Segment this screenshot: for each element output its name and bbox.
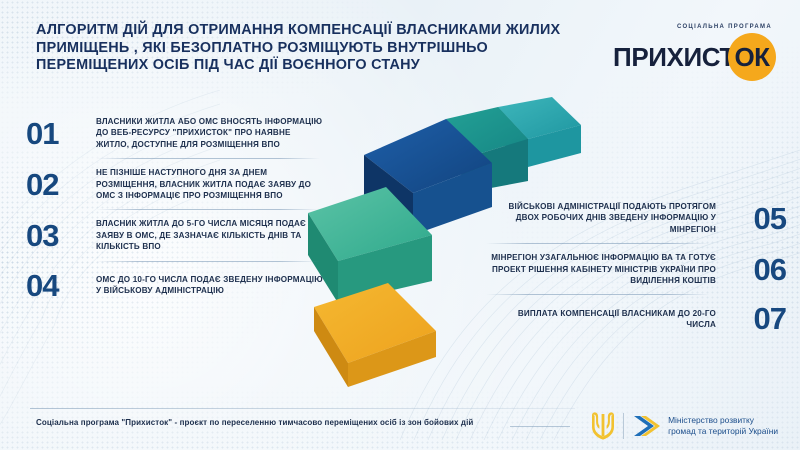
step-item-07: 07 ВИПЛАТА КОМПЕНСАЦІЇ ВЛАСНИКАМ ДО 20-Г… [486,297,787,340]
step-number-06: 06 [753,251,787,287]
chevron-arrow-icon [634,416,661,436]
step-item-03: 03 ВЛАСНИК ЖИТЛА ДО 5-ГО ЧИСЛА МІСЯЦЯ ПО… [26,212,326,258]
step-divider-2 [96,209,320,211]
step-item-02: 02 НЕ ПІЗНІШЕ НАСТУПНОГО ДНЯ ЗА ДНЕМ РОЗ… [26,161,326,207]
logo-badge-circle: ОК [728,33,776,81]
staircase-graphic [308,97,581,387]
step-text-07: ВИПЛАТА КОМПЕНСАЦІЇ ВЛАСНИКАМ ДО 20-ГО Ч… [517,308,716,329]
footer-divider-right [510,426,570,427]
ministry-name: Міністерство розвитку громад та територі… [668,415,778,437]
logo-wordmark: ПРИХИСТ [613,42,735,72]
stair-step-2 [308,187,432,303]
step-number-04: 04 [26,267,59,303]
ukraine-trident-icon [592,412,615,440]
header: АЛГОРИТМ ДІЙ ДЛЯ ОТРИМАННЯ КОМПЕНСАЦІЇ В… [0,0,800,100]
prykhystok-logo: СОЦІАЛЬНА ПРОГРАМА ПРИХИСТ ОК [600,24,776,81]
footer: Соціальна програма "Прихисток" - проєкт … [0,404,800,450]
step-number-05: 05 [753,200,787,236]
steps-column-left: 01 ВЛАСНИКИ ЖИТЛА АБО ОМС ВНОСЯТЬ ІНФОРМ… [26,110,326,307]
ministry-logo: Міністерство розвитку громад та територі… [590,411,778,441]
footer-divider [30,408,575,409]
page-title: АЛГОРИТМ ДІЙ ДЛЯ ОТРИМАННЯ КОМПЕНСАЦІЇ В… [36,22,561,74]
step-number-03: 03 [26,218,59,254]
logo-badge-text: ОК [734,42,771,72]
step-number-07: 07 [753,301,787,337]
step-number-02: 02 [26,166,59,202]
step-divider-1 [96,158,320,160]
step-text-01: ВЛАСНИКИ ЖИТЛА АБО ОМС ВНОСЯТЬ ІНФОРМАЦІ… [96,117,323,149]
step-text-05: ВІЙСЬКОВІ АДМІНІСТРАЦІЇ ПОДАЮТЬ ПРОТЯГОМ… [508,202,716,234]
step-divider-5 [486,243,710,245]
step-item-06: 06 МІНРЕГІОН УЗАГАЛЬНЮЄ ІНФОРМАЦІЮ ВА ТА… [486,246,787,292]
step-number-01: 01 [26,115,59,151]
step-text-06: МІНРЕГІОН УЗАГАЛЬНЮЄ ІНФОРМАЦІЮ ВА ТА ГО… [491,253,716,286]
step-item-05: 05 ВІЙСЬКОВІ АДМІНІСТРАЦІЇ ПОДАЮТЬ ПРОТЯ… [486,195,787,241]
step-divider-3 [96,260,320,262]
logo-kicker: СОЦІАЛЬНА ПРОГРАМА [676,24,772,30]
ministry-name-line1: Міністерство розвитку [668,415,754,425]
step-text-04: ОМС ДО 10-ГО ЧИСЛА ПОДАЄ ЗВЕДЕНУ ІНФОРМА… [96,274,323,296]
ministry-name-line2: громад та територій України [668,426,778,436]
footer-caption: Соціальна програма "Прихисток" - проєкт … [36,418,474,427]
logo-main: ПРИХИСТ ОК [613,33,776,81]
step-text-03: ВЛАСНИК ЖИТЛА ДО 5-ГО ЧИСЛА МІСЯЦЯ ПОДАЄ… [96,219,306,252]
step-divider-6 [486,294,710,296]
step-item-04: 04 ОМС ДО 10-ГО ЧИСЛА ПОДАЄ ЗВЕДЕНУ ІНФО… [26,264,326,307]
logo-separator [623,413,625,439]
step-item-01: 01 ВЛАСНИКИ ЖИТЛА АБО ОМС ВНОСЯТЬ ІНФОРМ… [26,110,326,156]
step-text-02: НЕ ПІЗНІШЕ НАСТУПНОГО ДНЯ ЗА ДНЕМ РОЗМІЩ… [96,168,312,201]
stair-step-1 [314,283,436,387]
steps-column-right: 05 ВІЙСЬКОВІ АДМІНІСТРАЦІЇ ПОДАЮТЬ ПРОТЯ… [486,195,787,340]
